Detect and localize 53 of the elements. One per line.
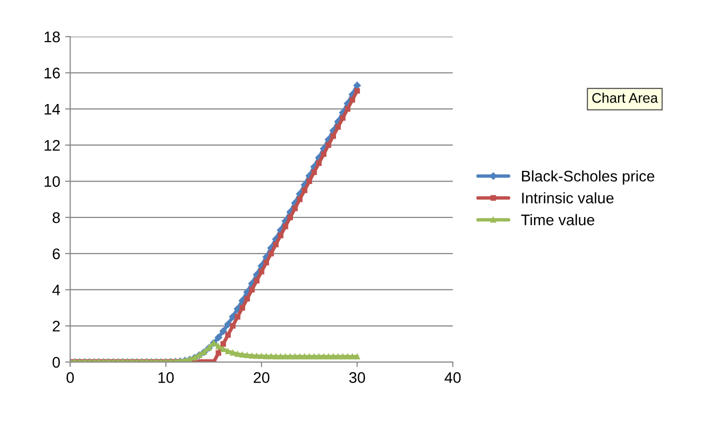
- x-tick-label: 0: [66, 372, 74, 383]
- point: [225, 332, 231, 338]
- point: [311, 169, 317, 175]
- y-tick-label: 10: [44, 176, 60, 187]
- point: [264, 260, 270, 266]
- x-tick-label: 10: [158, 372, 174, 383]
- point: [254, 278, 260, 284]
- point: [354, 88, 360, 94]
- x-tick-label: 40: [444, 372, 461, 383]
- y-tick-label: 18: [44, 32, 60, 42]
- point: [234, 314, 240, 320]
- y-tick-label: 8: [52, 212, 60, 224]
- point: [230, 323, 236, 329]
- point: [287, 214, 293, 220]
- y-tick-label: 16: [44, 68, 60, 78]
- point: [240, 305, 246, 311]
- y-tick-label: 14: [44, 104, 60, 114]
- point: [282, 224, 288, 230]
- point: [249, 286, 255, 293]
- point: [302, 188, 308, 194]
- point: [306, 178, 312, 184]
- y-tick-label: 12: [44, 140, 60, 151]
- point: [273, 242, 279, 248]
- point: [354, 82, 361, 90]
- point: [316, 160, 322, 166]
- point: [340, 115, 346, 121]
- point: [320, 151, 326, 157]
- point: [224, 320, 232, 328]
- point: [326, 142, 332, 148]
- x-tick-label: 30: [349, 372, 366, 383]
- point: [258, 268, 264, 274]
- point: [220, 341, 226, 347]
- y-tick-label: 4: [52, 284, 60, 296]
- legend-label: Black-Scholes price: [522, 170, 654, 185]
- point: [350, 97, 356, 103]
- point: [344, 106, 350, 112]
- point: [278, 232, 284, 238]
- y-tick-label: 6: [52, 248, 60, 260]
- point: [335, 124, 341, 130]
- legend-label: Intrinsic value: [522, 192, 614, 204]
- point: [330, 133, 336, 139]
- legend-label: Time value: [521, 214, 594, 226]
- point: [268, 250, 274, 256]
- point: [214, 334, 222, 342]
- text: Chart Area: [592, 92, 658, 103]
- point: [292, 206, 298, 212]
- y-tick-label: 2: [52, 320, 60, 332]
- point: [220, 327, 227, 335]
- point: [216, 350, 222, 356]
- point: [244, 296, 250, 302]
- point: [296, 196, 303, 202]
- y-tick-label: 0: [52, 356, 60, 368]
- x-tick-label: 20: [254, 372, 270, 383]
